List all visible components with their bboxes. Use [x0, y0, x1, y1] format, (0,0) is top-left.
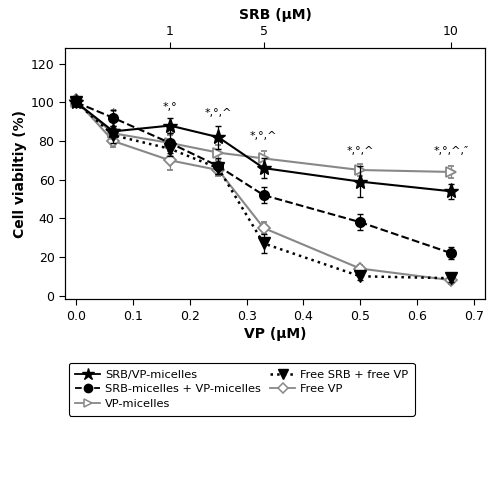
Text: *,°,^: *,°,^	[204, 108, 232, 118]
Text: *: *	[110, 108, 116, 118]
Text: *,°,^: *,°,^	[250, 131, 278, 141]
Text: *,°: *,°	[162, 102, 178, 112]
Y-axis label: Cell viabiltiy (%): Cell viabiltiy (%)	[12, 110, 26, 238]
Text: *,°,^: *,°,^	[346, 146, 374, 156]
Text: *,°,^,″: *,°,^,″	[434, 146, 468, 156]
X-axis label: SRB (μM): SRB (μM)	[238, 8, 312, 22]
X-axis label: VP (μM): VP (μM)	[244, 327, 306, 341]
Legend: SRB/VP-micelles, SRB-micelles + VP-micelles, VP-micelles, Free SRB + free VP, Fr: SRB/VP-micelles, SRB-micelles + VP-micel…	[68, 363, 414, 416]
